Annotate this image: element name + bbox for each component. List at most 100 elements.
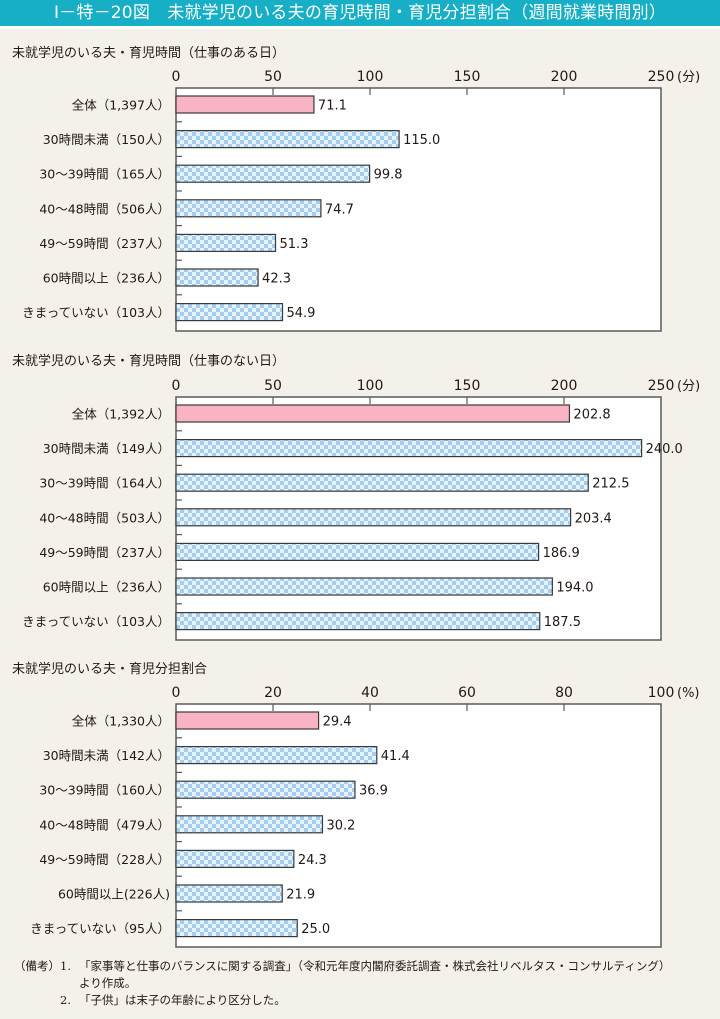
figure-title: Ⅰ－特－20図 未就学児のいる夫の育児時間・育児分担割合（週間就業時間別） — [53, 3, 667, 23]
bar — [175, 164, 371, 183]
x-tick-label: 0 — [172, 69, 181, 85]
bar — [175, 919, 298, 938]
value-label: 203.4 — [575, 511, 612, 526]
bar — [175, 199, 322, 218]
bar — [175, 780, 356, 799]
category-label: 60時間以上（236人） — [43, 580, 170, 595]
bar — [175, 745, 378, 765]
category-label: 30～39時間（165人） — [39, 167, 170, 182]
category-label: 60時間以上(226人) — [58, 887, 170, 902]
x-tick-label: 200 — [551, 378, 578, 394]
category-label: きまっていない（103人） — [22, 614, 170, 629]
x-tick-label: 0 — [172, 378, 181, 394]
x-tick-label: 250 — [648, 378, 675, 394]
note-2-number: 2. — [60, 993, 71, 1007]
value-label: 30.2 — [326, 818, 355, 833]
bar-total — [175, 404, 571, 423]
note-1-continuation: より作成。 — [79, 976, 137, 990]
header-divider — [0, 26, 720, 29]
x-tick-label: 150 — [454, 378, 481, 394]
category-label: 49～59時間（237人） — [39, 545, 170, 560]
value-label: 240.0 — [646, 442, 683, 457]
value-label: 115.0 — [403, 133, 440, 148]
category-label: 49～59時間（237人） — [39, 236, 170, 251]
category-label: 49～59時間（228人） — [39, 852, 170, 867]
note-2-text: 「子供」は末子の年齢により区分した。 — [79, 993, 286, 1007]
category-label: 40～48時間（503人） — [39, 510, 170, 525]
value-label: 51.3 — [280, 237, 309, 252]
x-tick-label: 100 — [648, 685, 675, 701]
value-label: 21.9 — [286, 888, 315, 903]
note-1-text: 「家事等と仕事のバランスに関する調査」（令和元年度内閣府委託調査・株式会社リベル… — [79, 959, 671, 973]
x-tick-label: 50 — [264, 69, 282, 85]
x-tick-label: 250 — [648, 69, 675, 85]
chart-1-title: 未就学児のいる夫・育児時間（仕事のある日） — [12, 46, 286, 61]
bar — [175, 508, 572, 527]
category-label: 30時間未満（150人） — [43, 132, 170, 147]
value-label: 24.3 — [298, 853, 327, 868]
notes-label: （備考） — [14, 959, 60, 973]
bar-total — [175, 95, 315, 114]
category-label: 全体（1,330人） — [72, 714, 170, 729]
value-label: 186.9 — [543, 546, 580, 561]
chart-1-parenting-time-workday: 0 50 100 150 200 250 (分) 全体（1,397人） 71.1 30時間未満（1… — [22, 69, 700, 332]
value-label: 71.1 — [318, 99, 347, 114]
value-label: 187.5 — [544, 615, 581, 630]
category-label: きまっていない（103人） — [22, 305, 170, 320]
x-tick-label: 20 — [264, 685, 282, 701]
x-unit-label: (分) — [677, 70, 700, 85]
bar-total — [175, 711, 320, 730]
x-tick-label: 80 — [555, 685, 573, 701]
category-label: 全体（1,397人） — [72, 98, 170, 113]
bar — [175, 815, 324, 834]
bar — [175, 303, 284, 322]
note-1-number: 1. — [60, 959, 71, 973]
x-tick-label: 0 — [172, 685, 181, 701]
bar — [175, 268, 259, 287]
note-1: （備考） 1. 「家事等と仕事のバランスに関する調査」（令和元年度内閣府委託調査… — [14, 958, 670, 975]
x-tick-label: 200 — [551, 69, 578, 85]
value-label: 41.4 — [381, 749, 410, 764]
value-label: 202.8 — [573, 408, 610, 423]
bar — [175, 612, 541, 631]
bar — [175, 884, 283, 903]
value-label: 29.4 — [323, 715, 352, 730]
x-tick-label: 150 — [454, 69, 481, 85]
value-label: 25.0 — [301, 922, 330, 937]
x-unit-label: (分) — [677, 379, 700, 394]
value-label: 99.8 — [374, 168, 403, 183]
figure-header: Ⅰ－特－20図 未就学児のいる夫の育児時間・育児分担割合（週間就業時間別） — [0, 0, 720, 26]
x-tick-label: 100 — [357, 69, 384, 85]
notes: （備考） 1. 「家事等と仕事のバランスに関する調査」（令和元年度内閣府委託調査… — [14, 958, 670, 1009]
x-tick-label: 100 — [357, 378, 384, 394]
x-unit-label: (%) — [677, 686, 700, 701]
bar — [175, 473, 589, 492]
category-label: 30～39時間（164人） — [39, 476, 170, 491]
note-1-continuation-row: より作成。 — [14, 975, 670, 992]
category-label: 40～48時間（506人） — [39, 201, 170, 216]
chart-2-parenting-time-dayoff: 0 50 100 150 200 250 (分) 全体（1,392人） 202.8 30時間未満（… — [22, 378, 700, 641]
note-2: 2. 「子供」は末子の年齢により区分した。 — [14, 992, 670, 1009]
chart-3-parenting-share: 0 20 40 60 80 100 (%) 全体（1,330人） 29.4 30時間未満（142人… — [30, 685, 700, 948]
bar — [175, 542, 540, 561]
bar — [175, 849, 295, 868]
chart-2-title: 未就学児のいる夫・育児時間（仕事のない日） — [12, 354, 286, 369]
value-label: 212.5 — [592, 477, 629, 492]
chart-3-title: 未就学児のいる夫・育児分担割合 — [12, 662, 208, 677]
value-label: 74.7 — [325, 202, 354, 217]
x-tick-label: 40 — [361, 685, 379, 701]
x-tick-label: 60 — [458, 685, 476, 701]
category-label: 40～48時間（479人） — [39, 817, 170, 832]
value-label: 54.9 — [287, 306, 316, 321]
category-label: 全体（1,392人） — [72, 407, 170, 422]
bar — [175, 438, 643, 458]
bar — [175, 577, 553, 596]
value-label: 42.3 — [262, 272, 291, 287]
category-label: 30～39時間（160人） — [39, 783, 170, 798]
category-label: きまっていない（95人） — [30, 921, 170, 936]
value-label: 194.0 — [556, 581, 593, 596]
value-label: 36.9 — [359, 784, 388, 799]
bar — [175, 129, 400, 149]
category-label: 60時間以上（236人） — [43, 271, 170, 286]
x-tick-label: 50 — [264, 378, 282, 394]
